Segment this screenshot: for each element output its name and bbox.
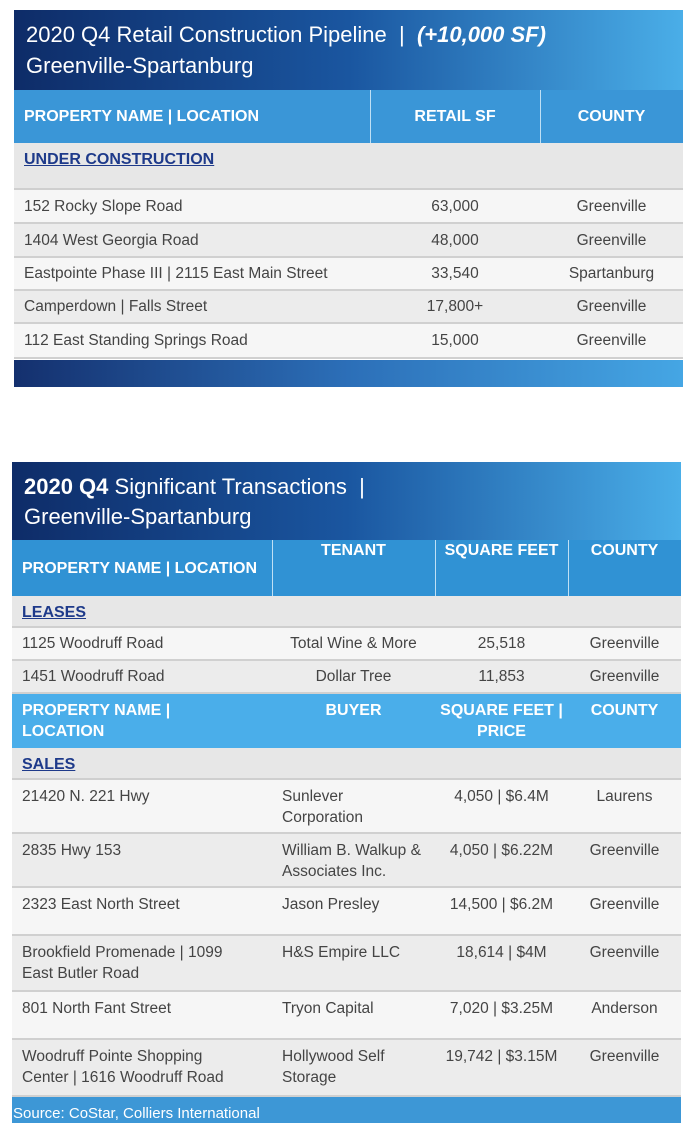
source: Source: CoStar, Colliers International xyxy=(12,1097,681,1123)
header-cell: COUNTY xyxy=(590,542,659,559)
table-row xyxy=(12,661,681,694)
table-cell: Jason Presley xyxy=(282,896,380,913)
section-label: LEASES xyxy=(22,604,87,621)
section-row xyxy=(14,143,683,190)
table-cell: Greenville xyxy=(589,944,660,961)
table-cell: Greenville xyxy=(589,1048,660,1065)
table-cell: 19,742 | $3.15M xyxy=(445,1048,558,1065)
header-row xyxy=(12,694,681,748)
subtitle: Greenville-Spartanburg xyxy=(26,53,254,78)
table-cell: 112 East Standing Springs Road xyxy=(24,332,248,349)
table-cell: Woodruff Pointe Shopping Center | 1616 W… xyxy=(22,1048,224,1086)
table-cell: H&S Empire LLC xyxy=(282,944,401,961)
table-cell: Greenville xyxy=(576,197,647,215)
column-divider xyxy=(370,90,371,143)
header-row xyxy=(12,540,681,596)
column-divider xyxy=(272,540,273,596)
header-cell: SQUARE FEET | PRICE xyxy=(440,702,563,740)
table-row xyxy=(12,834,681,888)
table-row xyxy=(14,258,683,291)
table-cell: 7,020 | $3.25M xyxy=(449,1000,554,1017)
table-cell: 4,050 | $6.4M xyxy=(454,788,549,805)
table-row xyxy=(14,291,683,324)
table-row xyxy=(12,1040,681,1097)
table-row xyxy=(14,324,683,359)
table-cell: Tryon Capital xyxy=(282,1000,374,1017)
column-divider xyxy=(435,540,436,596)
table-cell: Dollar Tree xyxy=(315,668,392,685)
table-cell: 18,614 | $4M xyxy=(456,944,547,961)
table-row xyxy=(14,190,683,224)
table-cell: Laurens xyxy=(596,788,653,805)
table-cell: Greenville xyxy=(576,231,647,249)
table-cell: 14,500 | $6.2M xyxy=(449,896,554,913)
table-cell: 1404 West Georgia Road xyxy=(24,231,199,249)
table-cell: Brookfield Promenade | 1099 East Butler … xyxy=(22,944,223,982)
table-cell: Greenville xyxy=(576,332,647,349)
table-cell: Total Wine & More xyxy=(290,635,417,652)
header-cell: PROPERTY NAME | LOCATION xyxy=(22,559,258,577)
table-cell: Eastpointe Phase III | 2115 East Main St… xyxy=(24,265,328,282)
table-cell: 17,800+ xyxy=(426,298,484,315)
table-row xyxy=(12,628,681,661)
table-cell: Sunlever Corporation xyxy=(282,788,363,826)
table-cell: Anderson xyxy=(591,1000,658,1017)
table-title-bar: 2020 Q4 Retail Construction Pipeline | (… xyxy=(14,10,683,90)
footer-bar xyxy=(14,360,683,387)
table-cell: 63,000 xyxy=(431,197,479,215)
table-row xyxy=(14,224,683,258)
table-cell: 15,000 xyxy=(431,332,479,349)
table-cell: 25,518 xyxy=(477,635,526,652)
column-divider xyxy=(540,90,541,143)
header-cell: PROPERTY NAME | LOCATION xyxy=(24,108,260,125)
section-row xyxy=(12,596,681,628)
header-cell: PROPERTY NAME | LOCATION xyxy=(22,702,171,740)
table-cell: 152 Rocky Slope Road xyxy=(24,197,183,215)
table-cell: Hollywood Self Storage xyxy=(282,1048,385,1086)
table-row xyxy=(12,888,681,936)
section-label: UNDER CONSTRUCTION xyxy=(24,151,215,168)
title: 2020 Q4 Retail Construction Pipeline | xyxy=(26,22,417,47)
table-cell: 2835 Hwy 153 xyxy=(22,842,122,859)
table-cell: 48,000 xyxy=(431,231,479,249)
table-cell: Spartanburg xyxy=(568,265,655,282)
table-cell: Greenville xyxy=(589,896,660,913)
table-cell: 801 North Fant Street xyxy=(22,1000,172,1017)
table-title-bar: 2020 Q4 Significant Transactions | Green… xyxy=(12,462,681,540)
header-cell: SQUARE FEET xyxy=(444,542,559,559)
header-cell: COUNTY xyxy=(577,108,646,125)
table-cell: 1125 Woodruff Road xyxy=(22,635,164,652)
table-row xyxy=(12,992,681,1040)
header-cell: COUNTY xyxy=(590,702,659,719)
table-cell: Greenville xyxy=(576,298,647,315)
column-divider xyxy=(568,540,569,596)
table-cell: 33,540 xyxy=(431,265,479,282)
table-cell: 4,050 | $6.22M xyxy=(449,842,554,859)
table-row xyxy=(12,936,681,992)
table-cell: Greenville xyxy=(589,635,660,652)
title: Significant Transactions | xyxy=(108,474,365,499)
header-cell: RETAIL SF xyxy=(414,108,496,125)
table-cell: 1451 Woodruff Road xyxy=(22,668,165,685)
header-cell: BUYER xyxy=(325,702,382,719)
title-bold: 2020 Q4 xyxy=(24,474,109,499)
header-cell: TENANT xyxy=(321,542,386,559)
section-row xyxy=(12,748,681,780)
header-row xyxy=(14,90,683,143)
table-cell: Camperdown | Falls Street xyxy=(24,298,208,315)
section-label: SALES xyxy=(22,756,76,773)
table-cell: Greenville xyxy=(589,668,660,685)
table-cell: 11,853 xyxy=(478,668,525,685)
table-cell: 2323 East North Street xyxy=(22,896,180,913)
table-row xyxy=(12,780,681,834)
subtitle: Greenville-Spartanburg xyxy=(24,504,252,529)
title-highlight: (+10,000 SF) xyxy=(416,22,546,47)
table-cell: William B. Walkup & Associates Inc. xyxy=(282,842,421,880)
table-cell: Greenville xyxy=(589,842,660,859)
table-cell: 21420 N. 221 Hwy xyxy=(22,788,150,805)
